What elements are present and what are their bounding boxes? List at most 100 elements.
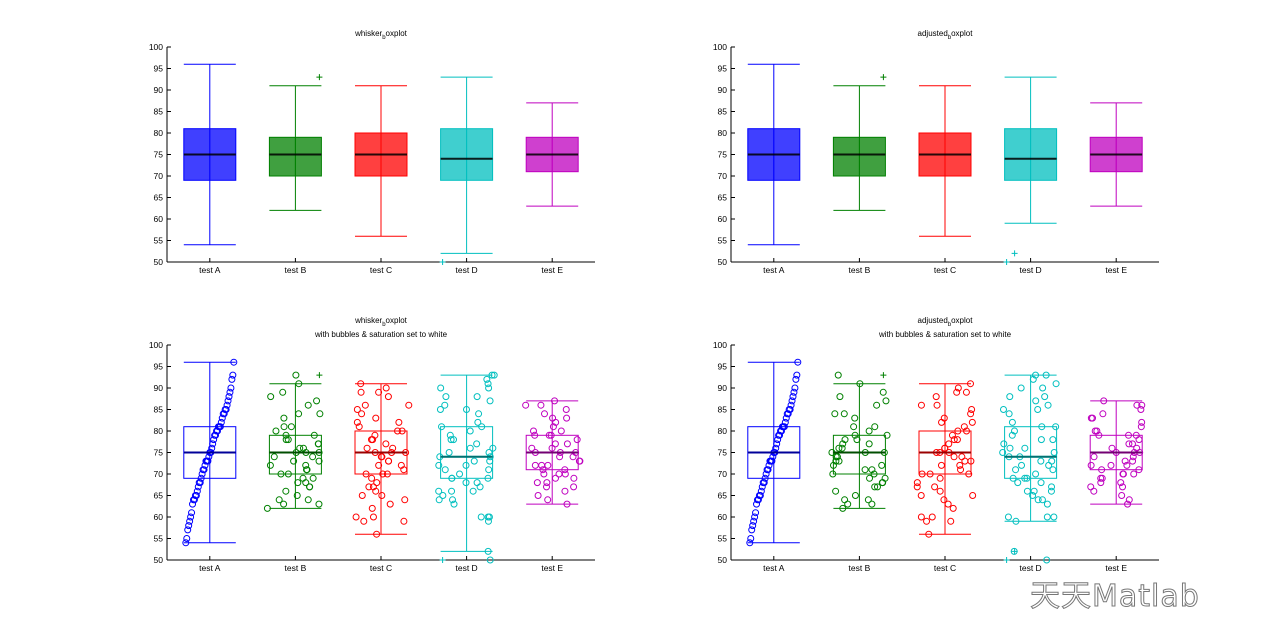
data-point — [1034, 406, 1042, 413]
data-point — [1050, 513, 1058, 521]
x-tick-label: test D — [455, 265, 477, 275]
data-point — [537, 401, 545, 409]
data-point — [781, 418, 789, 426]
data-point — [447, 436, 455, 444]
outlier-marker — [316, 74, 323, 81]
x-tick-label: test C — [370, 563, 392, 573]
data-point — [834, 371, 842, 379]
y-tick-label: 75 — [718, 150, 728, 160]
data-point — [462, 479, 470, 487]
data-point — [968, 418, 976, 426]
data-point — [1050, 449, 1058, 456]
data-point — [1049, 436, 1057, 444]
data-point — [1108, 444, 1116, 452]
data-point — [208, 444, 216, 452]
chart-title: adjustedboxplot — [918, 316, 974, 328]
data-point — [187, 513, 195, 521]
data-point — [953, 436, 961, 444]
data-point — [462, 461, 470, 469]
data-point — [868, 500, 876, 508]
data-point — [950, 436, 958, 444]
data-point — [384, 393, 392, 401]
data-point — [864, 496, 872, 504]
data-point — [751, 513, 759, 521]
data-point — [282, 436, 290, 444]
data-point — [212, 431, 220, 439]
data-point — [573, 436, 581, 444]
y-tick-label: 90 — [154, 85, 164, 95]
data-point — [551, 474, 559, 482]
data-point — [218, 414, 226, 422]
data-point — [760, 479, 768, 487]
boxplot-panel-1: whiskerboxplot 50 55 60 65 70 75 80 85 90 95 100 tes… — [149, 29, 595, 275]
data-point — [1087, 461, 1095, 469]
data-point — [1049, 466, 1057, 474]
data-point — [1043, 500, 1051, 508]
data-point — [476, 483, 484, 491]
data-point — [442, 393, 450, 401]
data-point — [531, 461, 539, 469]
data-point — [473, 440, 481, 448]
data-point — [913, 483, 921, 491]
data-point — [788, 397, 796, 405]
data-point — [304, 401, 312, 409]
data-point — [1123, 461, 1131, 469]
x-tick-label: test B — [285, 563, 307, 573]
data-point — [473, 479, 481, 487]
chart-title: adjustedboxplot — [918, 29, 974, 41]
y-tick-label: 60 — [154, 512, 164, 522]
data-point — [782, 414, 790, 422]
data-point — [841, 436, 849, 444]
title-rest: oxplot — [386, 316, 408, 325]
data-point — [369, 483, 377, 491]
data-point — [956, 461, 964, 469]
data-point — [1052, 380, 1060, 388]
data-point — [868, 466, 876, 474]
box-test-e — [1087, 397, 1146, 508]
data-point — [865, 440, 873, 448]
chart-title: whiskerboxplot — [354, 316, 408, 328]
data-point — [533, 479, 541, 487]
y-tick-label: 80 — [718, 128, 728, 138]
outlier-marker — [1011, 250, 1018, 257]
data-point — [1039, 384, 1047, 392]
data-point — [1044, 401, 1052, 409]
title-rest: oxplot — [386, 29, 408, 38]
data-point — [936, 474, 944, 482]
data-point — [957, 466, 965, 474]
data-point — [756, 492, 764, 499]
data-point — [832, 487, 840, 495]
data-point — [439, 492, 447, 499]
data-point — [1030, 487, 1038, 495]
data-point — [1012, 466, 1020, 474]
data-point — [861, 466, 869, 474]
x-tick-label: test D — [1019, 563, 1041, 573]
data-point — [1008, 418, 1016, 426]
data-point — [275, 496, 283, 504]
boxplot-panel-4: adjustedboxplot with bubbles & saturation… — [713, 316, 1159, 573]
box-test-d — [435, 371, 498, 564]
box-iqr — [832, 434, 886, 475]
data-point — [749, 522, 757, 530]
watermark: 天天Matlab — [1030, 579, 1200, 614]
data-point — [555, 470, 563, 478]
data-point — [758, 483, 766, 491]
data-point — [750, 517, 758, 525]
data-point — [841, 496, 849, 504]
data-point — [198, 470, 206, 478]
data-point — [386, 500, 394, 508]
data-point — [790, 388, 798, 396]
data-point — [292, 371, 300, 379]
data-point — [917, 513, 925, 521]
title-main: adjusted — [918, 316, 948, 325]
data-point — [1099, 410, 1107, 418]
y-tick-label: 95 — [718, 362, 728, 372]
data-point — [1032, 470, 1040, 478]
data-point — [405, 401, 413, 409]
box-test-a — [183, 63, 237, 246]
data-point — [267, 393, 275, 401]
data-point — [878, 479, 886, 487]
data-point — [371, 431, 379, 439]
box-test-d — [1003, 76, 1058, 265]
